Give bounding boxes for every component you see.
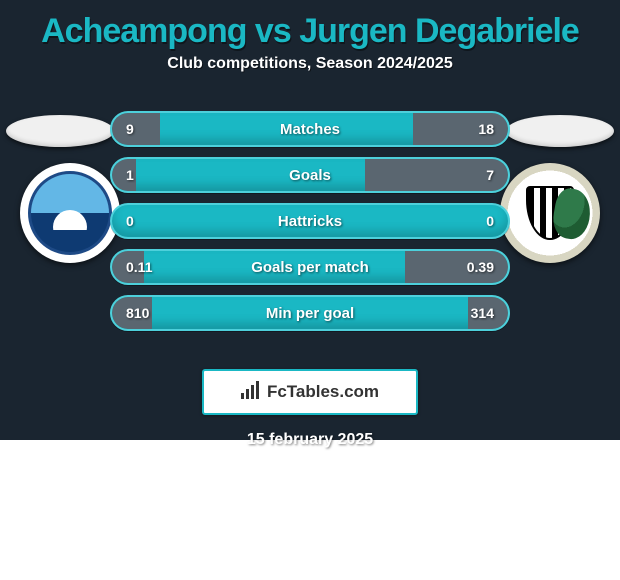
stat-label: Min per goal [112, 297, 508, 329]
stat-value-left: 0 [126, 205, 134, 237]
main-area: 9 Matches 18 1 Goals 7 0 Hattricks 0 [0, 91, 620, 351]
club-badge-left-banner [31, 230, 109, 248]
stat-value-left: 810 [126, 297, 149, 329]
club-badge-right [500, 163, 600, 263]
stat-fill-left [112, 113, 160, 145]
stat-row-hattricks: 0 Hattricks 0 [110, 203, 510, 239]
lower-blank [0, 440, 620, 580]
stat-row-goals: 1 Goals 7 [110, 157, 510, 193]
stat-value-left: 9 [126, 113, 134, 145]
club-badge-left-inner [28, 171, 112, 255]
infographic-root: Acheampong vs Jurgen Degabriele Club com… [0, 0, 620, 580]
stat-value-right: 314 [471, 297, 494, 329]
stat-value-right: 7 [486, 159, 494, 191]
player-left-flag [6, 115, 114, 147]
stat-row-goals-per-match: 0.11 Goals per match 0.39 [110, 249, 510, 285]
stat-bars: 9 Matches 18 1 Goals 7 0 Hattricks 0 [110, 111, 510, 341]
brand-box[interactable]: FcTables.com [202, 369, 418, 415]
page-title: Acheampong vs Jurgen Degabriele [0, 0, 620, 55]
club-badge-left [20, 163, 120, 263]
stat-value-left: 1 [126, 159, 134, 191]
stat-row-matches: 9 Matches 18 [110, 111, 510, 147]
stat-value-right: 18 [478, 113, 494, 145]
stat-value-left: 0.11 [126, 251, 152, 283]
stat-row-min-per-goal: 810 Min per goal 314 [110, 295, 510, 331]
stat-value-right: 0 [486, 205, 494, 237]
brand-text: FcTables.com [267, 382, 379, 402]
club-badge-left-outer [20, 163, 120, 263]
stat-label: Hattricks [112, 205, 508, 237]
club-badge-right-outer [500, 163, 600, 263]
bar-chart-icon [241, 381, 261, 404]
page-subtitle: Club competitions, Season 2024/2025 [0, 55, 620, 91]
stat-value-right: 0.39 [467, 251, 494, 283]
player-right-flag [506, 115, 614, 147]
dark-region: Acheampong vs Jurgen Degabriele Club com… [0, 0, 620, 440]
